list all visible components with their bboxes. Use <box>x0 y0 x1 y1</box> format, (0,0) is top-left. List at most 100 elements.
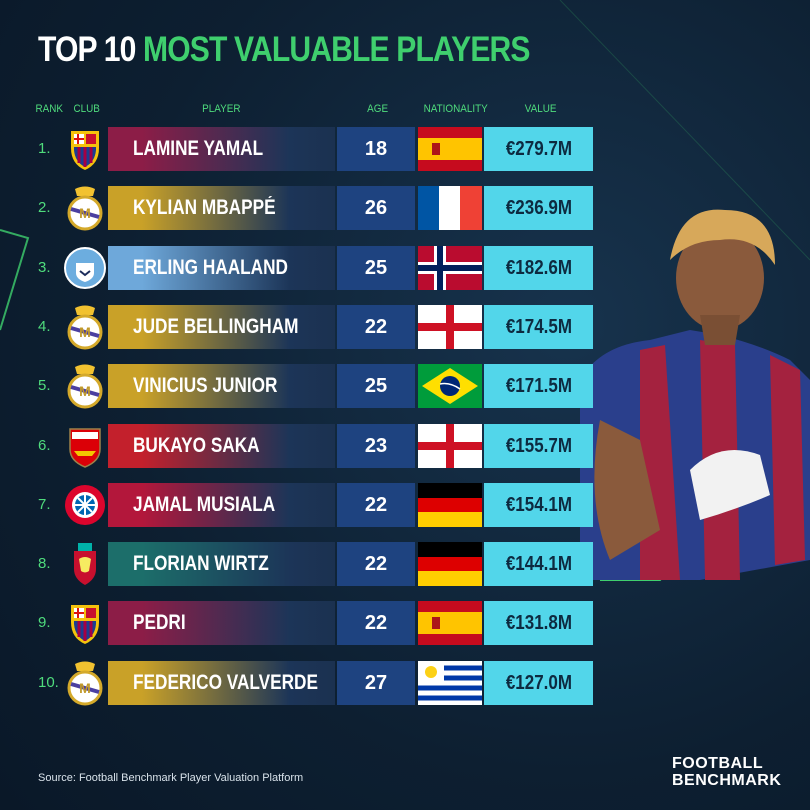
value: €236.9M <box>484 186 593 231</box>
rank: 1. <box>38 140 51 157</box>
player-name: VINICIUS JUNIOR <box>133 374 278 398</box>
age: 26 <box>337 186 415 231</box>
flag <box>418 601 482 646</box>
rank: 2. <box>38 199 51 217</box>
player-band <box>108 127 335 171</box>
player-band <box>108 542 335 587</box>
brand-line: FOOTBALL <box>672 755 764 772</box>
club-crest <box>74 543 96 586</box>
club-logo: M <box>62 660 108 706</box>
player-band <box>108 601 335 646</box>
column-header: AGE <box>367 103 389 115</box>
svg-text:M: M <box>79 680 91 696</box>
value-text: €171.5M <box>505 375 572 398</box>
title-highlight: MOST VALUABLE PLAYERS <box>142 30 531 69</box>
age: 22 <box>337 601 415 646</box>
flag <box>418 423 482 468</box>
age: 18 <box>337 127 415 171</box>
age: 22 <box>337 304 415 349</box>
value: €131.8M <box>484 601 593 646</box>
club-crest <box>69 427 101 468</box>
rank: 3. <box>38 258 51 276</box>
rank: 10. <box>38 673 59 691</box>
flag <box>418 304 482 349</box>
player-photo <box>580 209 810 580</box>
value-text: €236.9M <box>505 197 572 220</box>
flag <box>418 482 482 527</box>
value: €144.1M <box>484 542 593 587</box>
rank: 8. <box>38 555 51 573</box>
club-logo: M <box>62 363 108 409</box>
value: €155.7M <box>484 423 593 468</box>
club-crest <box>71 605 99 645</box>
rank: 4. <box>38 317 51 335</box>
club-crest: M <box>67 305 103 350</box>
player-band <box>108 660 335 705</box>
brand-logo: FOOTBALL BENCHMARK <box>672 755 781 789</box>
svg-text:M: M <box>79 383 91 399</box>
value: €182.6M <box>484 245 593 290</box>
club-logo: M <box>62 185 108 231</box>
age: 27 <box>337 660 415 705</box>
flag <box>418 542 482 587</box>
club-crest: M <box>67 186 103 231</box>
value-text: €182.6M <box>505 256 572 279</box>
player-band <box>108 245 335 290</box>
flag-image <box>418 245 482 290</box>
club-crest <box>71 131 99 170</box>
club-logo <box>62 126 108 172</box>
age: 25 <box>337 245 415 290</box>
flag <box>418 127 482 171</box>
age: 25 <box>337 364 415 409</box>
value: €127.0M <box>484 660 593 705</box>
value-text: €174.5M <box>505 315 572 338</box>
value: €174.5M <box>484 304 593 349</box>
player-band <box>108 364 335 409</box>
flag <box>418 364 482 409</box>
column-header: VALUE <box>524 103 557 115</box>
value: €171.5M <box>484 364 593 409</box>
flag-image <box>418 423 482 468</box>
club-logo: M <box>62 304 108 350</box>
flag <box>418 186 482 231</box>
value-text: €131.8M <box>505 612 572 635</box>
club-crest <box>64 246 106 289</box>
rank: 9. <box>38 614 51 632</box>
value: €154.1M <box>484 482 593 527</box>
flag-image <box>418 127 482 171</box>
rank: 6. <box>38 436 51 454</box>
player-band <box>108 482 335 527</box>
column-header: PLAYER <box>202 103 241 115</box>
club-logo <box>62 541 108 587</box>
club-logo <box>62 423 108 469</box>
player-name: FLORIAN WIRTZ <box>133 552 269 576</box>
player-band <box>108 186 335 231</box>
title-lead: TOP 10 <box>38 30 136 69</box>
player-name: PEDRI <box>133 611 186 635</box>
column-header: CLUB <box>73 103 100 115</box>
club-crest <box>65 484 105 525</box>
flag-image <box>418 482 482 527</box>
value: €279.7M <box>484 127 593 171</box>
flag-image <box>418 186 482 231</box>
title: TOP 10 MOST VALUABLE PLAYERS <box>38 30 531 70</box>
flag <box>418 245 482 290</box>
player-band <box>108 423 335 468</box>
age: 22 <box>337 542 415 587</box>
player-name: JUDE BELLINGHAM <box>133 314 299 338</box>
svg-text:M: M <box>79 205 91 221</box>
value-text: €279.7M <box>505 138 572 160</box>
player-name: JAMAL MUSIALA <box>133 492 276 516</box>
club-crest: M <box>67 364 103 409</box>
age: 23 <box>337 423 415 468</box>
flag-image <box>418 364 482 409</box>
source-note: Source: Football Benchmark Player Valuat… <box>38 772 304 784</box>
player-band <box>108 304 335 349</box>
club-logo <box>62 600 108 646</box>
brand-line: BENCHMARK <box>672 772 782 789</box>
flag <box>418 660 482 705</box>
rank: 7. <box>38 495 51 513</box>
value-text: €155.7M <box>505 434 572 457</box>
club-logo <box>62 482 108 528</box>
